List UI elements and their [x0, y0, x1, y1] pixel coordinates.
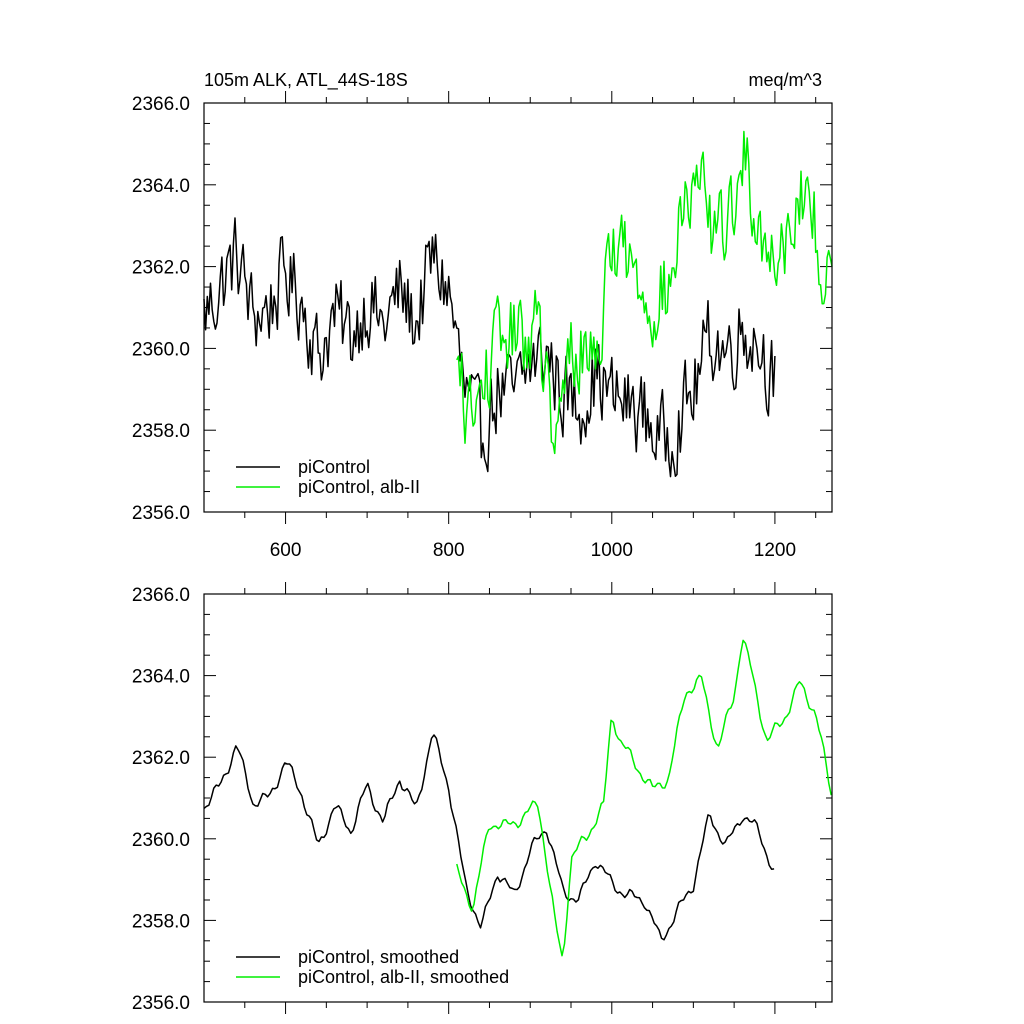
y-tick-label: 2366.0: [132, 585, 190, 606]
plot-frame: [203, 102, 833, 513]
legend-label: piControl: [298, 457, 370, 477]
legend-label: piControl, alb-II, smoothed: [298, 967, 509, 987]
x-tick-label: 800: [433, 540, 465, 561]
y-tick-label: 2360.0: [132, 339, 190, 360]
panel-title-left: 105m ALK, ATL_44S-18S: [204, 70, 408, 91]
top-panel: 105m ALK, ATL_44S-18S meq/m^3 2356.0 2358…: [132, 70, 833, 561]
plot-frame: [203, 593, 833, 1003]
panel-title-right: meq/m^3: [749, 70, 822, 90]
series-line-picontrol: [203, 217, 776, 478]
legend-label: piControl, alb-II: [298, 477, 420, 497]
series-line-picontrol-alb-ii: [456, 639, 832, 957]
bottom-panel: 2356.0 2358.0 2360.0 2362.0 2364.0 2366.0 piC…: [132, 582, 833, 1014]
x-tick-label: 600: [270, 540, 302, 561]
axis-tick-labels: 2356.0 2358.0 2360.0 2362.0 2364.0 2366.0 600 8…: [132, 94, 796, 561]
legend-label: piControl, smoothed: [298, 947, 459, 967]
x-tick-label: 1000: [591, 540, 633, 561]
axis-tick-labels: 2356.0 2358.0 2360.0 2362.0 2364.0 2366.0: [132, 585, 190, 1014]
series-line-picontrol: [203, 734, 775, 941]
series-lines: [203, 130, 833, 478]
y-tick-label: 2364.0: [132, 667, 190, 688]
y-tick-label: 2362.0: [132, 258, 190, 279]
y-tick-label: 2358.0: [132, 421, 190, 442]
y-tick-label: 2366.0: [132, 94, 190, 115]
series-lines: [203, 639, 832, 957]
y-tick-label: 2362.0: [132, 748, 190, 769]
x-tick-label: 1200: [754, 540, 796, 561]
axis-ticks: [204, 582, 832, 1014]
y-tick-label: 2360.0: [132, 830, 190, 851]
y-tick-label: 2356.0: [132, 503, 190, 524]
series-line-picontrol-alb-ii: [456, 130, 833, 455]
y-tick-label: 2358.0: [132, 911, 190, 932]
y-tick-label: 2364.0: [132, 176, 190, 197]
y-tick-label: 2356.0: [132, 993, 190, 1014]
